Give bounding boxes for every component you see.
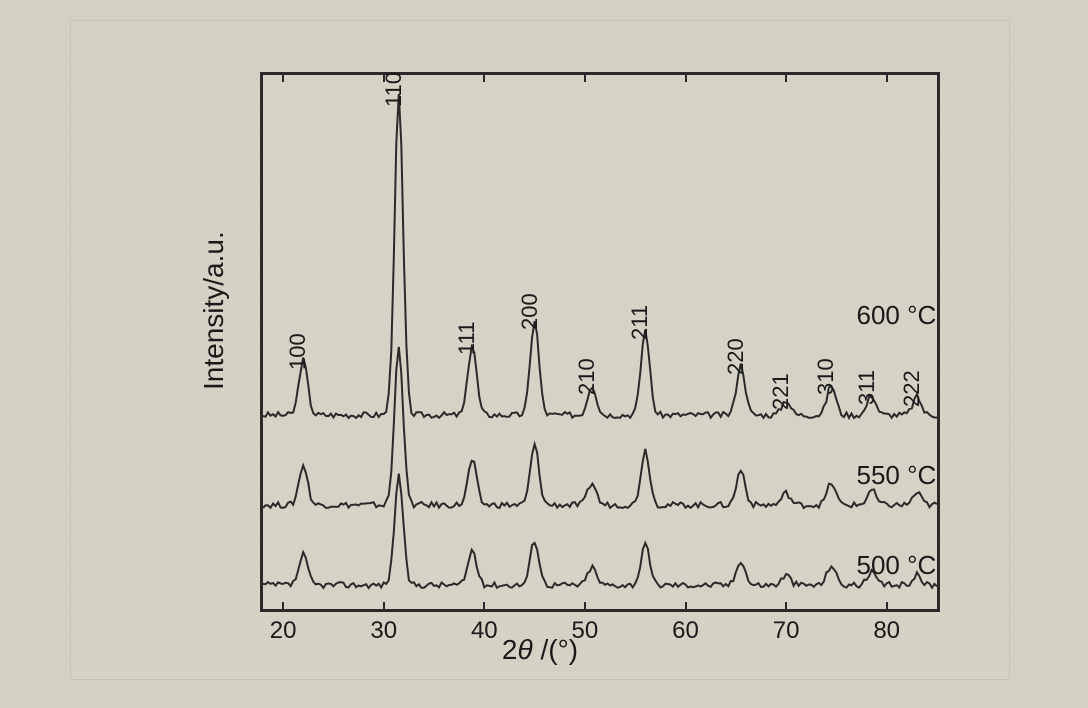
miller-index-label: 222 — [899, 370, 925, 407]
x-tick-top — [584, 72, 586, 82]
x-tick-top — [282, 72, 284, 82]
miller-index-label: 211 — [627, 305, 653, 340]
miller-index-label: 200 — [517, 293, 543, 330]
x-tick — [685, 602, 687, 612]
miller-index-label: 210 — [574, 358, 600, 395]
series-temperature-label: 550 °C — [857, 460, 937, 491]
miller-index-label: 221 — [768, 373, 794, 410]
miller-index-label: 220 — [723, 338, 749, 375]
paper-background: Intensity/a.u. 20304050607080 1001101112… — [70, 20, 1010, 680]
x-tick-top — [483, 72, 485, 82]
x-axis-label-text: 2θ /(°) — [502, 634, 578, 665]
plot-area: 20304050607080 1001101112002102112202213… — [260, 72, 940, 612]
x-tick-top — [785, 72, 787, 82]
x-tick — [886, 602, 888, 612]
series-temperature-label: 500 °C — [857, 550, 937, 581]
x-tick — [785, 602, 787, 612]
miller-index-label: 310 — [813, 358, 839, 395]
x-tick — [383, 602, 385, 612]
miller-index-label: 111 — [454, 322, 480, 355]
x-tick-top — [685, 72, 687, 82]
page: Intensity/a.u. 20304050607080 1001101112… — [0, 0, 1088, 708]
miller-index-label: 311 — [854, 370, 880, 405]
x-tick — [282, 602, 284, 612]
series-temperature-label: 600 °C — [857, 300, 937, 331]
x-tick-top — [886, 72, 888, 82]
x-tick — [584, 602, 586, 612]
miller-index-label: 100 — [285, 333, 311, 370]
x-tick — [483, 602, 485, 612]
y-axis-label: Intensity/a.u. — [198, 231, 230, 390]
miller-index-label: 110 — [381, 72, 407, 107]
x-axis-label: 2θ /(°) — [70, 634, 1010, 666]
xrd-pattern-svg — [263, 75, 937, 609]
